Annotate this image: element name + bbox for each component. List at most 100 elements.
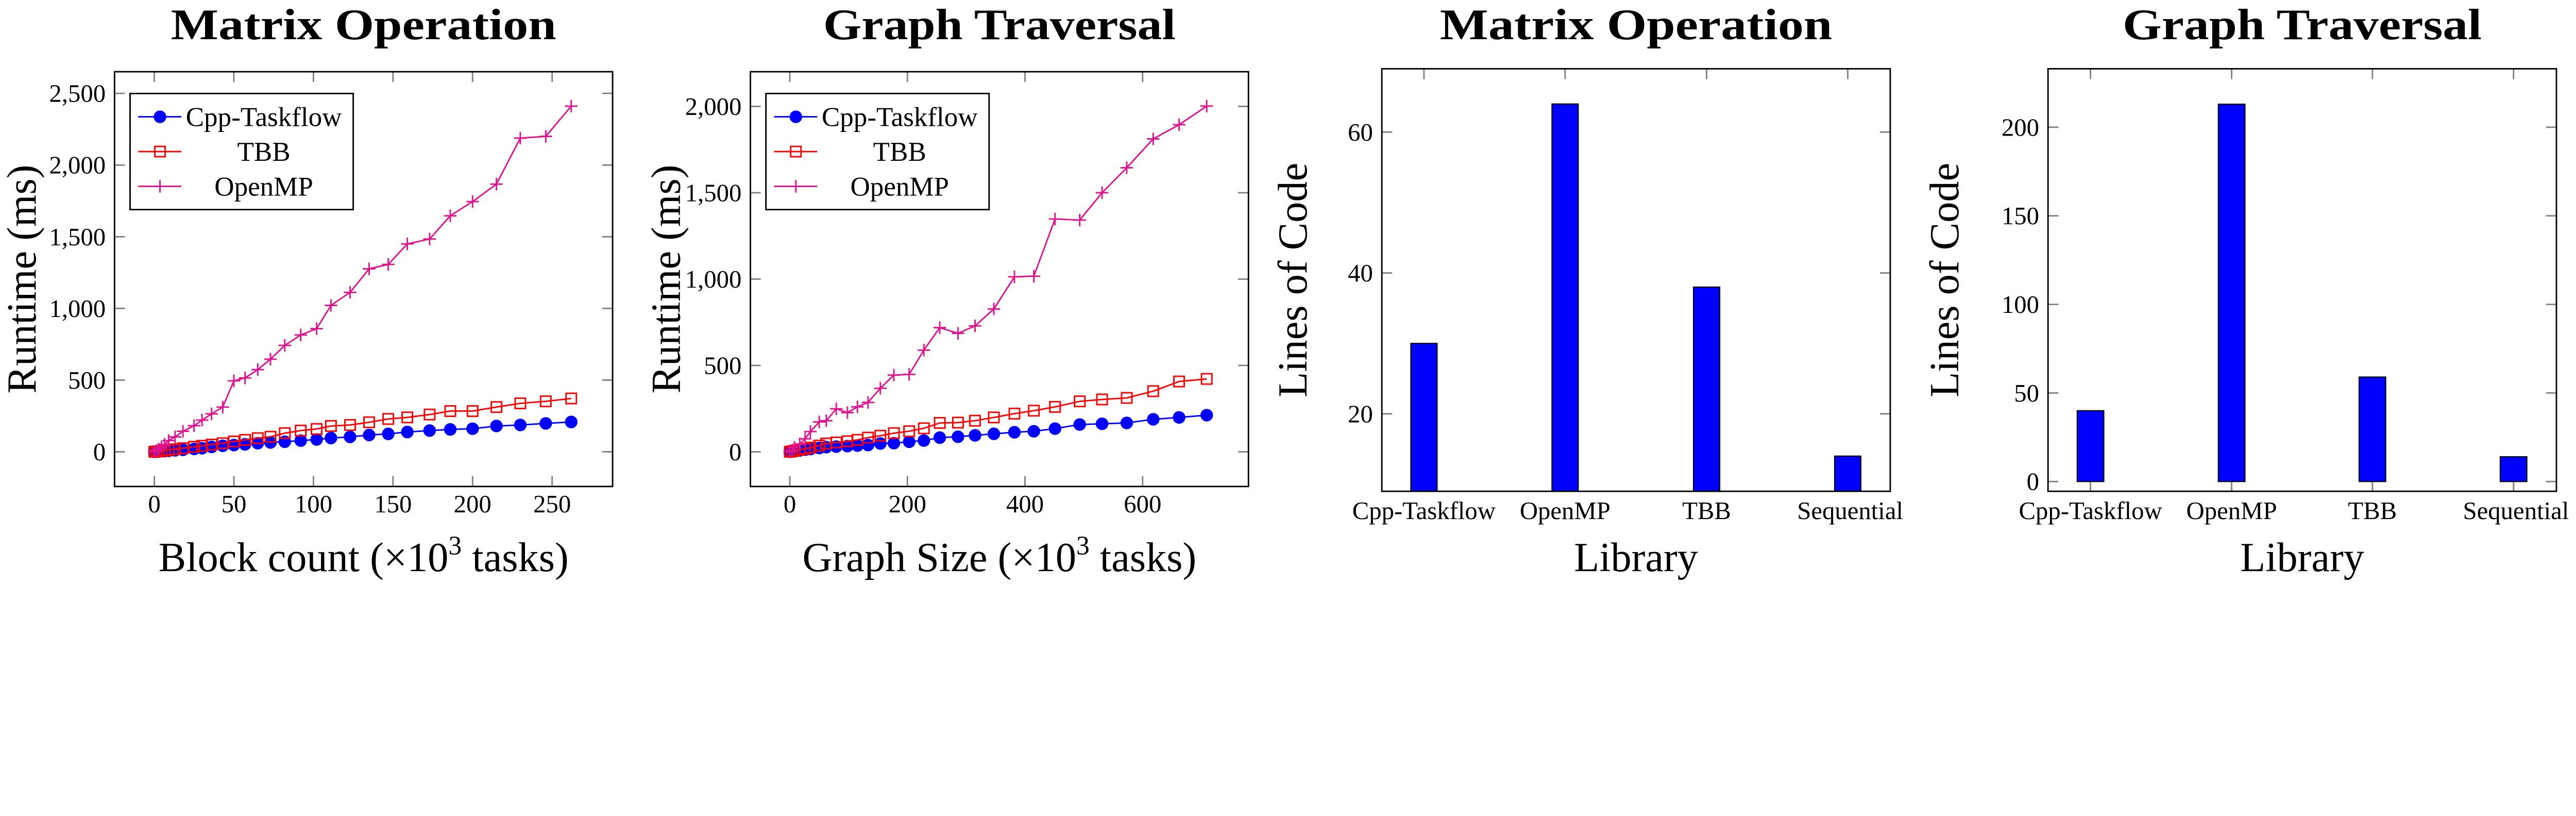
- data-point: [933, 321, 946, 334]
- data-point: [830, 436, 842, 448]
- y-tick-label: 60: [1348, 119, 1373, 146]
- y-axis-label: Runtime (ms): [0, 164, 45, 393]
- data-point: [1073, 418, 1086, 431]
- data-point: [539, 130, 552, 143]
- bar-openmp: [2217, 104, 2246, 482]
- data-point: [205, 407, 218, 420]
- data-point: [279, 427, 291, 439]
- data-point: [862, 431, 874, 444]
- data-point: [325, 299, 337, 312]
- legend-label: OpenMP: [850, 172, 949, 202]
- data-point: [1074, 395, 1086, 408]
- x-axis-label-tail: tasks): [1090, 535, 1196, 580]
- data-point: [969, 320, 981, 332]
- y-axis-label: Runtime (ms): [643, 164, 689, 393]
- data-point: [813, 439, 825, 452]
- data-point: [382, 258, 395, 271]
- x-tick-label: OpenMP: [1520, 497, 1611, 525]
- x-tick-label: Cpp-Taskflow: [1352, 497, 1496, 525]
- data-point: [1008, 426, 1021, 439]
- data-point: [969, 414, 981, 427]
- data-point: [216, 401, 229, 413]
- data-point: [1120, 417, 1133, 429]
- data-point: [1200, 373, 1213, 385]
- data-point: [206, 439, 218, 451]
- legend-label: TBB: [873, 137, 926, 167]
- data-point: [382, 427, 395, 440]
- legend-marker: [154, 110, 166, 123]
- data-point: [228, 435, 240, 447]
- bar-sequential: [2499, 456, 2528, 482]
- x-tick-label: OpenMP: [2187, 497, 2277, 525]
- chart-4: Graph Traversal 0 50 100 150 200 Cpp-Taskflow O…: [1922, 1, 2569, 580]
- x-axis-label-main: Library: [2240, 535, 2364, 580]
- data-point: [874, 437, 887, 450]
- y-tick-label: 40: [1348, 259, 1373, 287]
- data-point: [1028, 405, 1040, 417]
- data-point: [1008, 407, 1021, 420]
- bar-tbb: [2358, 376, 2386, 482]
- series-openmp: [148, 99, 578, 458]
- data-point: [251, 432, 264, 444]
- data-point: [851, 401, 864, 413]
- x-axis-label-sup: 3: [448, 531, 462, 561]
- data-point: [311, 423, 323, 435]
- series-line: [154, 397, 571, 453]
- data-point: [1173, 411, 1185, 424]
- data-point: [933, 431, 946, 444]
- data-point: [227, 374, 241, 387]
- data-point: [490, 401, 503, 413]
- data-point: [466, 422, 479, 435]
- x-tick-label: 0: [784, 490, 796, 518]
- legend-label: TBB: [237, 137, 290, 167]
- data-point: [1200, 409, 1213, 422]
- data-point: [363, 262, 376, 275]
- data-point: [1049, 401, 1061, 413]
- data-point: [251, 363, 264, 376]
- data-point: [918, 434, 930, 447]
- legend-marker: [789, 110, 802, 123]
- data-point: [294, 328, 307, 341]
- data-point: [952, 327, 964, 340]
- axis-frame: [750, 71, 1249, 488]
- bar-tbb: [1692, 286, 1721, 492]
- data-point: [188, 419, 200, 432]
- data-point: [325, 431, 337, 444]
- data-point: [216, 439, 229, 452]
- data-point: [264, 430, 277, 443]
- data-point: [325, 420, 337, 432]
- chart-title: Graph Traversal: [2123, 1, 2482, 49]
- legend-label: Cpp-Taskflow: [186, 103, 342, 132]
- data-point: [168, 430, 181, 443]
- data-point: [294, 434, 307, 447]
- data-point: [344, 286, 357, 299]
- data-point: [444, 209, 457, 222]
- data-point: [169, 443, 181, 455]
- bar-cpp-taskflow: [2076, 410, 2105, 482]
- data-point: [423, 424, 436, 437]
- data-point: [793, 438, 806, 451]
- y-axis-label: Lines of Code: [1270, 163, 1316, 397]
- y-tick-label: 500: [704, 352, 741, 379]
- data-point: [1027, 270, 1040, 282]
- legend-marker: [789, 180, 802, 193]
- data-point: [988, 411, 1000, 424]
- y-tick-label: 2,000: [49, 152, 106, 179]
- data-point: [382, 413, 395, 425]
- data-point: [539, 395, 552, 408]
- data-point: [918, 422, 930, 435]
- x-tick-label: TBB: [1682, 497, 1731, 525]
- data-point: [874, 429, 887, 442]
- data-point: [918, 343, 930, 357]
- data-point: [887, 369, 901, 381]
- legend-marker: [154, 180, 166, 193]
- data-point: [1147, 132, 1160, 145]
- data-point: [952, 430, 964, 443]
- data-point: [514, 131, 527, 145]
- data-point: [1095, 186, 1109, 199]
- data-point: [987, 303, 1001, 315]
- y-tick-label: 50: [2014, 379, 2039, 407]
- data-point: [188, 441, 200, 453]
- data-point: [820, 414, 833, 427]
- x-tick-label: 100: [295, 490, 332, 518]
